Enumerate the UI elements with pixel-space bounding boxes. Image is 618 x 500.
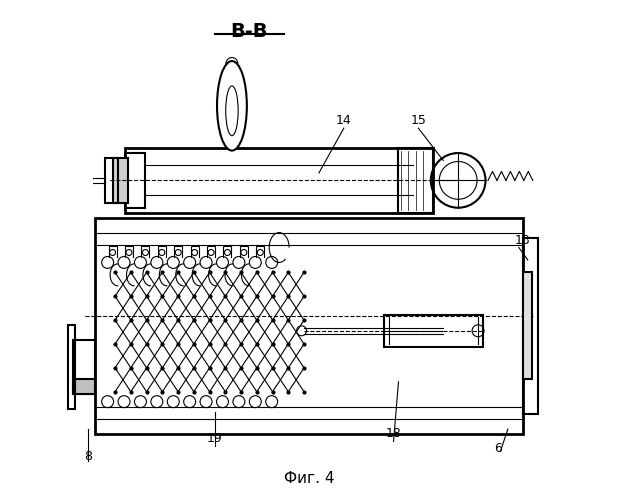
Text: 18: 18: [386, 428, 402, 440]
Bar: [523, 272, 531, 380]
Bar: [68, 324, 75, 409]
Text: В-В: В-В: [231, 22, 268, 40]
Bar: [112, 158, 127, 203]
Bar: [125, 153, 145, 208]
Bar: [523, 238, 538, 414]
Text: Фиг. 4: Фиг. 4: [284, 471, 334, 486]
Bar: [73, 340, 95, 394]
Bar: [105, 158, 117, 203]
Bar: [95, 218, 523, 434]
Ellipse shape: [217, 61, 247, 150]
Bar: [125, 148, 433, 212]
Ellipse shape: [226, 86, 238, 136]
Text: 13: 13: [515, 234, 531, 246]
Bar: [73, 380, 95, 394]
Text: 6: 6: [494, 442, 502, 456]
Text: 19: 19: [206, 432, 222, 446]
Bar: [384, 314, 483, 347]
Bar: [399, 148, 433, 212]
Text: 14: 14: [336, 114, 352, 127]
Text: 15: 15: [410, 114, 426, 127]
Text: 8: 8: [83, 450, 91, 463]
